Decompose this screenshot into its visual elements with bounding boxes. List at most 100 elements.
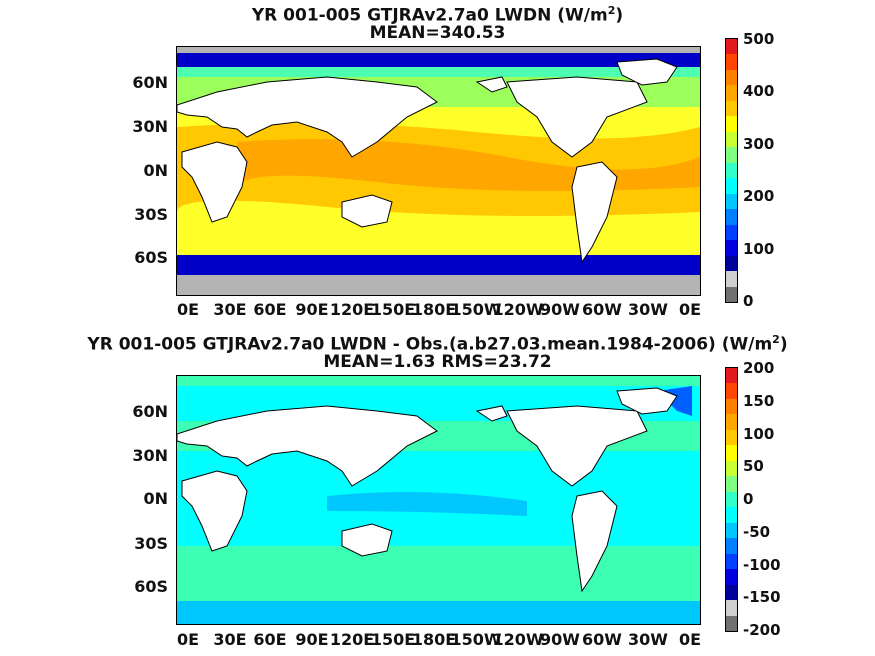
lat-label: 0N [143, 161, 168, 180]
lat-label: 30N [132, 446, 168, 465]
lat-label: 60N [132, 402, 168, 421]
map-lwdn [176, 46, 701, 296]
lon-label: 150W [450, 300, 502, 319]
colorbar-segment [726, 398, 737, 415]
lon-label: 90W [540, 630, 580, 649]
colorbar-tick: -50 [743, 523, 771, 541]
lat-label: 60S [134, 248, 168, 267]
title-close: ) [615, 5, 624, 26]
lat-label: 60S [134, 577, 168, 596]
colorbar-segment [726, 383, 737, 399]
map-field [177, 376, 700, 624]
lon-label: 150W [450, 630, 502, 649]
colorbar-segment [726, 491, 737, 508]
lat-label: 30S [134, 205, 168, 224]
colorbar-segment [726, 553, 737, 570]
colorbar-segment [726, 615, 737, 631]
lon-label: 60E [253, 300, 287, 319]
colorbar-segment [726, 522, 737, 539]
lon-label: 0E [678, 630, 702, 649]
lon-label: 30W [628, 300, 668, 319]
colorbar-segment [726, 69, 737, 86]
colorbar-tick: -100 [743, 556, 781, 574]
colorbar-segment [726, 54, 737, 70]
colorbar-segment [726, 147, 737, 163]
lon-label: 90E [295, 300, 329, 319]
lat-label: 30S [134, 534, 168, 553]
title-superscript: 2 [772, 333, 780, 346]
lon-label: 180E [411, 630, 457, 649]
colorbar-segment [726, 414, 737, 430]
colorbar-segment [726, 193, 737, 210]
colorbar [725, 38, 738, 303]
colorbar-segment [726, 429, 737, 446]
lon-label: 0E [176, 630, 200, 649]
colorbar-segment [726, 100, 737, 117]
lon-label: 120E [329, 300, 375, 319]
lon-label: 150E [370, 630, 416, 649]
lon-label: 30E [213, 630, 247, 649]
colorbar-segment [726, 476, 737, 492]
title-text: YR 001-005 GTJRAv2.7a0 LWDN (W/m [251, 5, 608, 26]
title-superscript: 2 [607, 4, 616, 17]
colorbar-segment [726, 116, 737, 132]
colorbar-tick: 500 [743, 30, 775, 48]
lat-label: 60N [132, 73, 168, 92]
colorbar-segment [726, 538, 737, 554]
lon-label: 150E [370, 300, 416, 319]
colorbar-segment [726, 368, 737, 384]
colorbar-segment [726, 445, 737, 461]
lon-label: 120E [329, 630, 375, 649]
lat-label: 0N [143, 489, 168, 508]
lon-label: 30W [628, 630, 668, 649]
colorbar-tick: 100 [743, 240, 775, 258]
colorbar-segment [726, 240, 737, 256]
panel-mean: MEAN=340.53 [369, 23, 506, 43]
colorbar-segment [726, 569, 737, 585]
colorbar-segment [726, 507, 737, 523]
lon-label: 60E [253, 630, 287, 649]
lon-label: 120W [492, 630, 544, 649]
colorbar-segment [726, 255, 737, 272]
colorbar-segment [726, 209, 737, 225]
panel-title: YR 001-005 GTJRAv2.7a0 LWDN (W/m2) [0, 1, 875, 26]
colorbar-segment [726, 39, 737, 55]
map-lwdn-diff [176, 375, 701, 625]
colorbar-tick: -150 [743, 588, 781, 606]
lat-label: 30N [132, 117, 168, 136]
colorbar-segment [726, 162, 737, 179]
colorbar-tick: 0 [743, 292, 754, 310]
colorbar-tick: 150 [743, 392, 775, 410]
colorbar-segment [726, 131, 737, 148]
title-close: ) [779, 334, 788, 355]
lon-label: 60W [582, 630, 622, 649]
colorbar-segment [726, 286, 737, 302]
colorbar-segment [726, 178, 737, 194]
colorbar-segment [726, 584, 737, 601]
colorbar-tick: 100 [743, 425, 775, 443]
lon-label: 30E [213, 300, 247, 319]
colorbar-tick: -200 [743, 621, 781, 639]
colorbar-tick: 50 [743, 457, 764, 475]
colorbar-segment [726, 271, 737, 287]
lon-label: 0E [176, 300, 200, 319]
lon-label: 0E [678, 300, 702, 319]
colorbar-tick: 400 [743, 82, 775, 100]
colorbar-tick: 200 [743, 187, 775, 205]
map-field [177, 47, 700, 295]
lon-label: 180E [411, 300, 457, 319]
lon-label: 90W [540, 300, 580, 319]
panel-title: YR 001-005 GTJRAv2.7a0 LWDN - Obs.(a.b27… [0, 330, 875, 355]
lon-label: 60W [582, 300, 622, 319]
colorbar-tick: 300 [743, 135, 775, 153]
title-text: YR 001-005 GTJRAv2.7a0 LWDN - Obs.(a.b27… [87, 334, 773, 355]
colorbar-segment [726, 600, 737, 616]
panel-mean-rms: MEAN=1.63 RMS=23.72 [323, 352, 552, 372]
colorbar-segment [726, 460, 737, 477]
colorbar-segment [726, 224, 737, 241]
colorbar-tick: 200 [743, 359, 775, 377]
colorbar-segment [726, 85, 737, 101]
lon-label: 120W [492, 300, 544, 319]
lon-label: 90E [295, 630, 329, 649]
colorbar-tick: 0 [743, 490, 754, 508]
